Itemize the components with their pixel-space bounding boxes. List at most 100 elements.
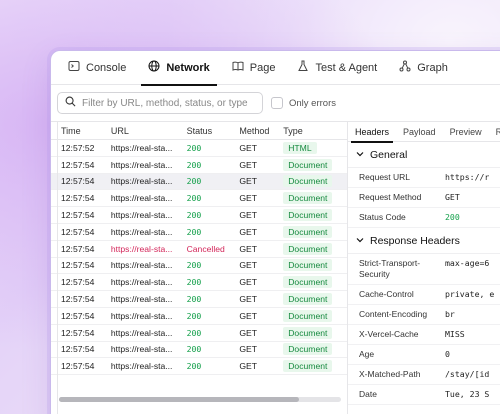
cell-type-text: Document [283, 293, 333, 306]
only-errors-toggle[interactable]: Only errors [271, 97, 336, 109]
cell-status: 200 [187, 277, 240, 287]
table-row[interactable]: 12:57:54 https://real-sta... 200 GET Documen… [51, 342, 347, 359]
cell-status: 200 [187, 176, 240, 186]
header-key: Request Method [359, 192, 422, 202]
cell-method: GET [239, 361, 258, 372]
cell-time: 12:57:54 [61, 243, 95, 254]
table-row[interactable]: 12:57:54 https://real-sta... 200 GET Documen… [51, 308, 347, 325]
section-title: General [370, 148, 408, 161]
tab-console[interactable]: Console [57, 51, 137, 85]
graph-icon [399, 60, 411, 75]
cell-type: Document [283, 276, 347, 289]
tab-headers[interactable]: Headers [348, 122, 396, 143]
table-header: Time URL Status Method Type [51, 122, 347, 140]
table-row[interactable]: 12:57:54 https://real-sta... 200 GET Documen… [51, 157, 347, 174]
search-box [57, 92, 263, 114]
table-row[interactable]: 12:57:54 https://real-sta... 200 GET Documen… [51, 224, 347, 241]
cell-status-text: 200 [186, 193, 202, 204]
filter-input[interactable] [82, 97, 252, 109]
header-key: Date [359, 389, 377, 399]
only-errors-checkbox[interactable] [271, 97, 283, 109]
content-area: Time URL Status Method Type 12:57:52 http… [51, 122, 500, 414]
header-row: Status Code 200 [348, 208, 500, 228]
tab-network[interactable]: Network [137, 51, 220, 86]
cell-type: Document [283, 158, 347, 171]
cell-time: 12:57:52 [61, 142, 95, 153]
cell-method: GET [239, 294, 258, 305]
cell-type-text: Document [283, 209, 333, 222]
cell-url: https://real-sta... [110, 277, 173, 288]
header-row: Age 0 [348, 345, 500, 365]
cell-status: 200 [187, 193, 240, 203]
terminal-icon [68, 60, 80, 75]
cell-type-text: Document [283, 360, 333, 373]
header-key: Request URL [359, 172, 411, 182]
cell-method: GET [239, 277, 258, 288]
header-url[interactable]: URL [110, 125, 129, 136]
chevron-down-icon [356, 235, 364, 247]
cell-type: Document [283, 192, 347, 205]
cell-url: https://real-sta... [110, 159, 173, 170]
cell-time: 12:57:54 [61, 159, 95, 170]
cell-status-text: 200 [186, 277, 202, 288]
chevron-down-icon [356, 149, 364, 161]
cell-type-text: Document [283, 175, 333, 188]
header-time[interactable]: Time [61, 125, 81, 136]
cell-url: https://real-sta... [110, 361, 173, 372]
cell-time: 12:57:54 [61, 226, 95, 237]
cell-status-text: 200 [186, 361, 202, 372]
cell-method: GET [239, 210, 258, 221]
cell-status: 200 [187, 143, 240, 153]
header-key: Age [359, 349, 375, 359]
header-method[interactable]: Method [239, 125, 270, 136]
tab-preview[interactable]: Preview [449, 126, 482, 137]
cell-status-text: 200 [186, 260, 202, 271]
cell-url: https://real-sta... [110, 210, 173, 221]
cell-url: https://real-sta... [110, 260, 173, 271]
scrollbar-thumb[interactable] [59, 397, 299, 402]
tab-page[interactable]: Page [221, 51, 287, 85]
horizontal-scrollbar[interactable] [59, 397, 341, 402]
cell-type-text: Document [283, 242, 333, 255]
table-row[interactable]: 12:57:54 https://real-sta... 200 GET Documen… [51, 274, 347, 292]
cell-url: https://real-sta... [110, 344, 173, 355]
tab-payload[interactable]: Payload [403, 126, 436, 137]
cell-time: 12:57:54 [61, 210, 95, 221]
table-row[interactable]: 12:57:54 https://real-sta... 200 GET Documen… [51, 207, 347, 224]
cell-url: https://real-sta... [110, 142, 173, 153]
table-row[interactable]: 12:57:52 https://real-sta... 200 GET HTML [51, 140, 347, 157]
cell-time: 12:57:54 [61, 344, 95, 355]
cell-status: 200 [187, 210, 240, 220]
cell-method: GET [239, 260, 258, 271]
table-row[interactable]: 12:57:54 https://real-sta... Cancelled GET D… [51, 241, 347, 258]
response-headers-section-toggle[interactable]: Response Headers [348, 228, 500, 254]
header-type[interactable]: Type [283, 125, 303, 136]
cell-time: 12:57:54 [61, 176, 95, 187]
tab-response[interactable]: Re [489, 122, 500, 142]
header-value: 200 [445, 212, 460, 222]
cell-type: Document [283, 293, 347, 306]
table-row[interactable]: 12:57:54 https://real-sta... 200 GET Documen… [51, 258, 347, 275]
cell-status-text: 200 [186, 176, 202, 187]
table-row[interactable]: 12:57:54 https://real-sta... 200 GET Documen… [51, 358, 347, 376]
header-value: 0 [445, 349, 450, 359]
tab-label: Page [249, 61, 276, 74]
cell-method: GET [239, 327, 258, 338]
cell-status-text: Cancelled [186, 243, 225, 254]
table-row[interactable]: 12:57:54 https://real-sta... 200 GET Documen… [51, 325, 347, 342]
header-row: X-Vercel-Cache MISS [348, 325, 500, 345]
tab-test-agent[interactable]: Test & Agent [286, 51, 388, 85]
header-status[interactable]: Status [186, 125, 213, 136]
section-title: Response Headers [370, 234, 460, 247]
general-section-toggle[interactable]: General [348, 142, 500, 168]
cell-status: Cancelled [187, 244, 240, 254]
header-key: X-Matched-Path [359, 369, 421, 379]
table-row[interactable]: 12:57:54 https://real-sta... 200 GET Documen… [51, 173, 347, 191]
table-row[interactable]: 12:57:54 https://real-sta... 200 GET Documen… [51, 190, 347, 208]
details-panel: Headers Payload Preview Re General Reque… [348, 122, 500, 414]
cell-type: Document [283, 242, 347, 255]
only-errors-label: Only errors [289, 97, 336, 109]
cell-url: https://real-sta... [110, 243, 173, 254]
tab-graph[interactable]: Graph [388, 51, 459, 85]
table-row[interactable]: 12:57:54 https://real-sta... 200 GET Documen… [51, 291, 347, 308]
